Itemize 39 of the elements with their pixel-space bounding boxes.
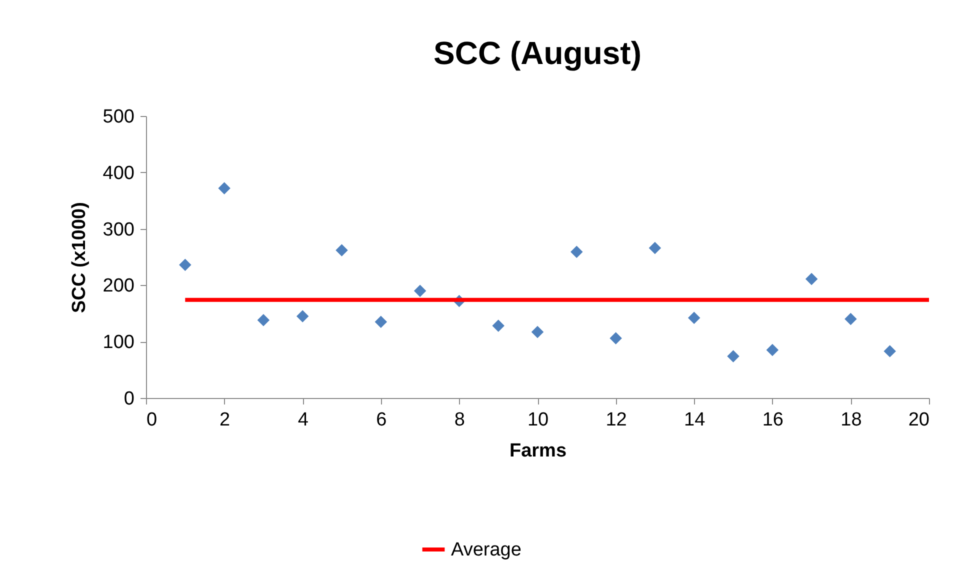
point	[218, 182, 230, 194]
x-tick-label: 12	[606, 410, 627, 430]
x-axis-title: Farms	[509, 440, 567, 462]
point	[336, 244, 348, 256]
point	[648, 242, 662, 254]
x-tick-label: 16	[762, 410, 784, 430]
point	[610, 332, 622, 344]
point	[766, 344, 779, 356]
point	[257, 314, 270, 326]
point	[179, 258, 192, 272]
point	[492, 320, 504, 332]
y-tick-label: 0	[124, 388, 134, 410]
point	[296, 310, 309, 322]
x-tick-label: 8	[454, 410, 465, 430]
legend-label: Average	[451, 540, 522, 560]
y-axis-title: SCC (x1000)	[68, 202, 90, 313]
point	[531, 326, 544, 338]
x-tick-label: 0	[146, 410, 158, 430]
chart-title: SCC (August)	[434, 35, 642, 71]
y-tick-label: 300	[102, 219, 134, 240]
y-tick-label: 200	[102, 276, 134, 297]
point	[805, 272, 818, 286]
x-tick-label: 20	[908, 410, 930, 430]
point	[688, 312, 700, 324]
y-tick-label: 100	[102, 332, 134, 354]
x-tick-label: 6	[376, 410, 387, 430]
point	[727, 350, 740, 362]
x-tick-label: 18	[840, 410, 862, 430]
y-tick-label: 500	[102, 106, 134, 128]
x-tick-label: 14	[684, 410, 706, 430]
x-tick-label: 4	[298, 410, 309, 430]
x-tick-label: 10	[527, 410, 549, 430]
point	[844, 312, 857, 326]
point	[570, 246, 583, 258]
point	[414, 284, 426, 297]
point	[884, 345, 896, 358]
point	[374, 316, 388, 328]
x-tick-label: 2	[220, 410, 230, 430]
y-tick-label: 400	[102, 162, 134, 184]
